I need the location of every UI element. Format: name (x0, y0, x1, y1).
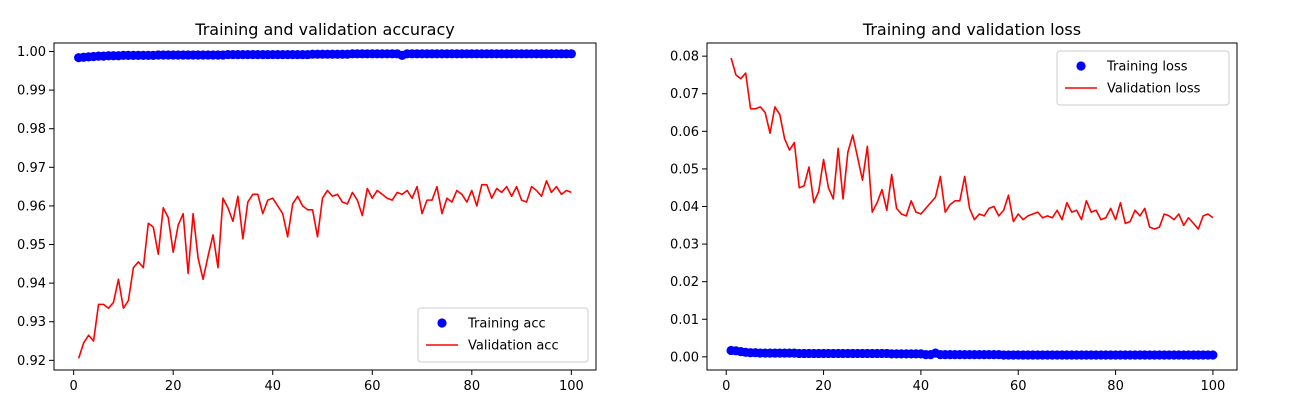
x-tick-label: 40 (913, 379, 930, 394)
y-tick-label: 0.98 (17, 122, 46, 137)
y-tick-label: 0.99 (17, 84, 46, 99)
accuracy-chart: Training and validation accuracy 0 20 40 60 8… (17, 20, 597, 394)
x-tick-label: 60 (1010, 379, 1027, 394)
x-tick-label: 60 (364, 379, 381, 394)
axes-frame (53, 42, 597, 371)
x-tick-label: 100 (559, 379, 584, 394)
y-tick-label: 0.01 (670, 313, 699, 328)
chart-title: Training and validation loss (862, 20, 1081, 39)
y-tick-label: 0.02 (670, 275, 699, 290)
legend-symbol (437, 318, 447, 328)
y-tick-label: 1.00 (17, 45, 46, 60)
legend-symbol (1076, 61, 1086, 71)
series-training-loss (726, 345, 1218, 360)
y-tick-label: 0.06 (670, 125, 699, 140)
y-tick-label: 0.96 (17, 199, 46, 214)
y-tick-label: 0.94 (17, 277, 46, 292)
y-tick-label: 0.97 (17, 161, 46, 176)
x-tick-label: 20 (815, 379, 832, 394)
legend-label: Training acc (467, 317, 546, 332)
data-point (566, 49, 576, 59)
series-line (730, 57, 1214, 230)
legend-label: Training loss (1106, 60, 1188, 75)
loss-chart: Training and validation loss 0 20 40 60 80 100… (670, 20, 1238, 394)
series-training-acc (74, 49, 576, 63)
chart-title: Training and validation accuracy (194, 20, 454, 39)
y-tick-label: 0.00 (670, 350, 699, 365)
y-tick-label: 0.08 (670, 50, 699, 65)
legend: Training acc Validation acc (417, 307, 589, 363)
y-tick-label: 0.07 (670, 87, 699, 102)
x-tick-label: 0 (70, 379, 78, 394)
x-tick-label: 80 (464, 379, 481, 394)
legend-label: Validation loss (1107, 82, 1201, 97)
x-tick-label: 0 (722, 379, 730, 394)
x-tick-label: 40 (264, 379, 281, 394)
y-tick-label: 0.03 (670, 238, 699, 253)
y-tick-label: 0.93 (17, 315, 46, 330)
y-tick-label: 0.04 (670, 200, 699, 215)
legend-label: Validation acc (468, 339, 559, 354)
legend: Training loss Validation loss (1056, 50, 1230, 106)
y-tick-label: 0.05 (670, 162, 699, 177)
y-tick-label: 0.92 (17, 354, 46, 369)
x-tick-label: 20 (165, 379, 182, 394)
x-tick-label: 80 (1107, 379, 1124, 394)
series-validation-acc (77, 180, 572, 359)
series-validation-loss (730, 57, 1214, 230)
series-line (77, 180, 572, 359)
x-tick-label: 100 (1200, 379, 1225, 394)
y-tick-label: 0.95 (17, 238, 46, 253)
data-point (1208, 350, 1218, 360)
